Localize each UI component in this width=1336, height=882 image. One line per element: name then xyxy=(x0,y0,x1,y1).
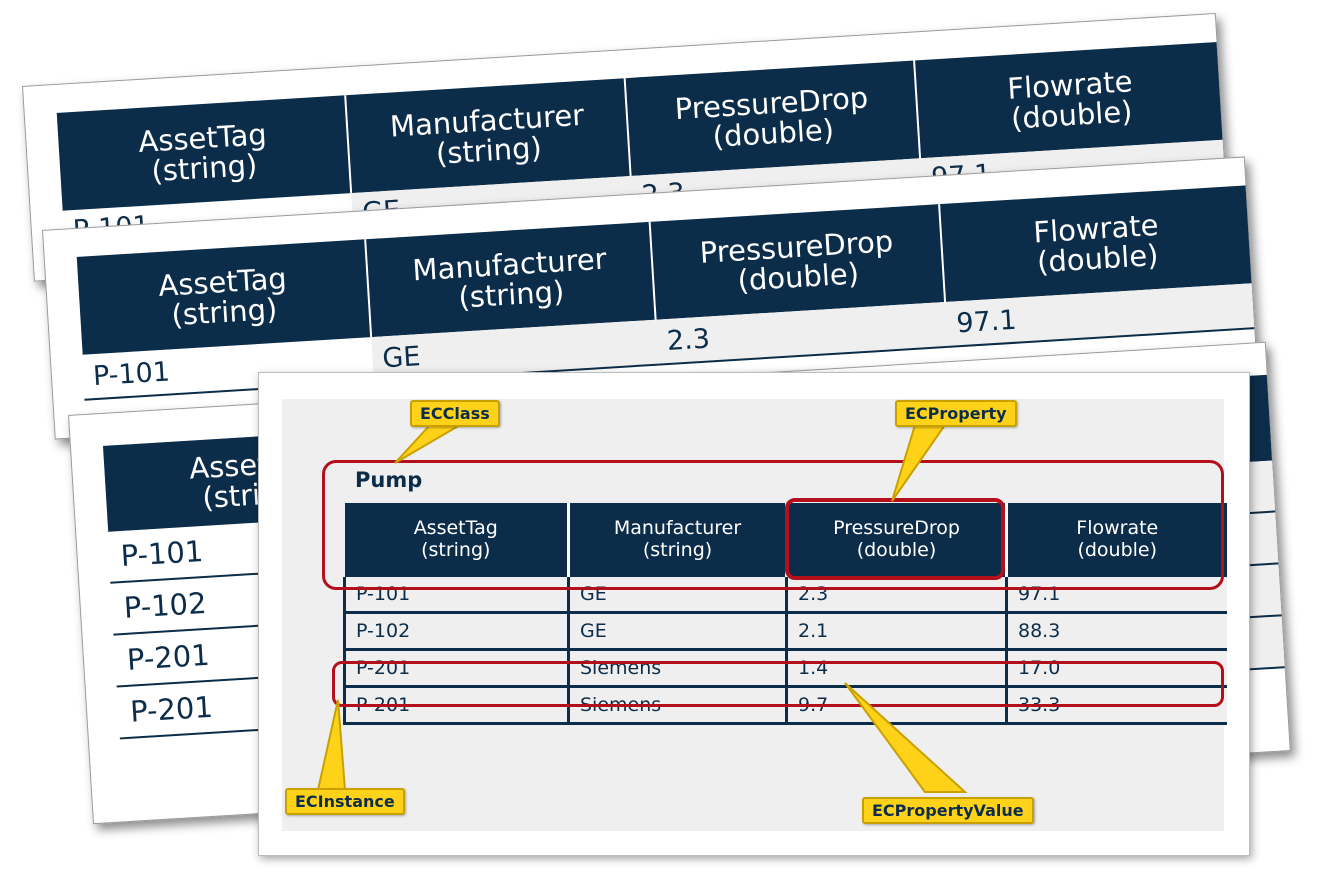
column-header-manufacturer: Manufacturer(string) xyxy=(567,503,787,577)
cell-flowrate: 88.3 xyxy=(1005,612,1227,651)
ecinstance-callout: ECInstance xyxy=(285,788,405,815)
ecproperty-callout: ECProperty xyxy=(895,400,1017,427)
ecpropertyvalue-callout: ECPropertyValue xyxy=(862,797,1034,824)
column-header-pressuredrop: PressureDrop(double) xyxy=(785,503,1007,577)
ecclass-pointer xyxy=(394,424,464,464)
cell-pressuredrop: 1.4 xyxy=(785,649,1007,688)
ecinstance-highlight-box xyxy=(332,661,1224,707)
cell-manufacturer: GE xyxy=(567,612,787,651)
ecpropertyvalue-pointer xyxy=(844,682,968,793)
column-header-flowrate: Flowrate(double) xyxy=(1005,503,1227,577)
cell-flowrate: 97.1 xyxy=(1005,577,1227,614)
cell-assettag: P-102 xyxy=(343,612,569,651)
class-title: Pump xyxy=(355,468,423,492)
cell-flowrate: 17.0 xyxy=(1005,649,1227,688)
cell-manufacturer: Siemens xyxy=(567,649,787,688)
cell-manufacturer: GE xyxy=(567,577,787,614)
table-row: P-102 GE 2.1 88.3 xyxy=(343,612,1227,651)
pump-table: AssetTag (string) Manufacturer (string) Pr… xyxy=(343,503,1227,725)
cell-assettag: P-101 xyxy=(343,577,569,614)
ecproperty-pointer xyxy=(891,424,947,502)
ecproperty-highlight-box xyxy=(785,498,1005,580)
ecinstance-pointer xyxy=(316,699,347,791)
ecclass-highlight-box xyxy=(322,460,1224,590)
cell-pressuredrop: 2.3 xyxy=(785,577,1007,614)
column-header-assettag: AssetTag (string) xyxy=(344,503,569,577)
cell-pressuredrop: 2.1 xyxy=(785,612,1007,651)
table-row: P-101 GE 2.3 97.1 xyxy=(343,577,1227,614)
ecschema-diagram-card: Pump AssetTag (string) Manufacturer (strin… xyxy=(258,372,1250,856)
ecclass-callout: ECClass xyxy=(410,400,500,427)
